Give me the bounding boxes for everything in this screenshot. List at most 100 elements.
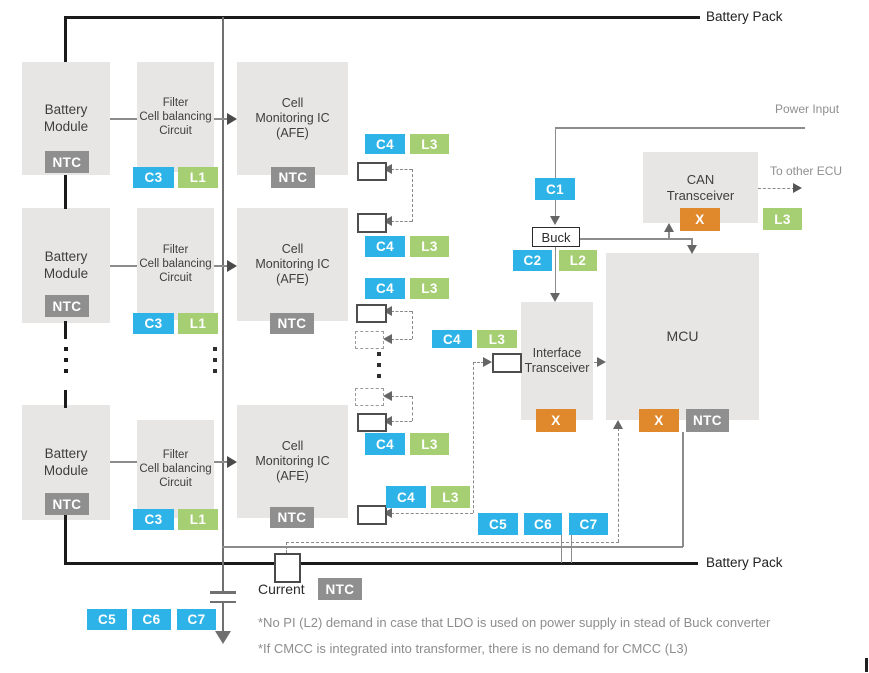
c4-badge: C4	[365, 236, 405, 257]
filter-afe-link	[214, 461, 228, 463]
pack-tap-line	[570, 535, 572, 563]
cell-monitoring-ic-block: Cell Monitoring IC (AFE)	[237, 405, 348, 518]
c7-badge: C7	[569, 513, 608, 535]
chain-arrow	[383, 507, 392, 518]
afe-label: Cell Monitoring IC (AFE)	[255, 438, 330, 484]
filter-cell-balancing-block: Filter Cell balancing Circuit	[137, 420, 214, 518]
chain-arrow	[383, 215, 392, 226]
buck-box: Buck	[532, 227, 580, 247]
battery-bus-segment	[64, 321, 67, 339]
l3-badge: L3	[410, 433, 449, 455]
chain-dashed-link	[411, 310, 413, 339]
power-input-line	[554, 127, 805, 129]
c4-badge: C4	[432, 330, 472, 348]
it-mcu-link	[594, 361, 599, 363]
filter-label: Filter Cell balancing Circuit	[139, 96, 212, 137]
footnote-2: *If CMCC is integrated into transformer,…	[258, 641, 688, 656]
l3-badge: L3	[431, 486, 470, 508]
filter-cell-balancing-block: Filter Cell balancing Circuit	[137, 62, 214, 172]
ground-stem	[221, 603, 224, 631]
c4-badge: C4	[365, 134, 405, 154]
chain-dashed-link	[391, 168, 412, 170]
ntc-badge: NTC	[45, 295, 89, 317]
ground-line	[221, 17, 224, 591]
c1-badge: C1	[535, 178, 575, 200]
buck-to-mcu-line	[578, 238, 692, 240]
isolator-box	[357, 413, 387, 432]
l3-badge: L3	[477, 330, 517, 348]
c5-badge: C5	[87, 609, 127, 630]
power-input-drop	[554, 127, 556, 216]
filter-afe-link	[214, 265, 228, 267]
ellipsis-dot	[64, 358, 68, 362]
isolator-box-dashed	[355, 331, 384, 349]
chain-dashed-link	[411, 396, 413, 421]
chain-arrow	[383, 163, 392, 174]
cell-monitoring-ic-block: Cell Monitoring IC (AFE)	[237, 62, 348, 175]
buck-mcu-drop	[691, 238, 693, 246]
ellipsis-dot	[213, 369, 217, 373]
ground-arrow	[215, 631, 231, 644]
battery-bus-segment	[64, 514, 67, 565]
isolator-box-dashed	[355, 388, 384, 406]
battery-module-label: Battery Module	[43, 249, 89, 281]
chain-arrow	[383, 415, 392, 426]
battery-module-label: Battery Module	[43, 446, 89, 478]
battery-pack-label-top: Battery Pack	[706, 9, 783, 24]
buck-it-arrow	[550, 293, 560, 302]
sense-dashed-tick	[286, 542, 287, 553]
c6-badge: C6	[524, 513, 562, 535]
l1-badge: L1	[178, 313, 218, 334]
afe-label: Cell Monitoring IC (AFE)	[255, 95, 330, 141]
interface-transceiver-block: Interface Transceiver	[521, 302, 593, 420]
battery-bus-segment	[64, 390, 67, 408]
ntc-badge: NTC	[270, 313, 314, 334]
chain-arrow	[483, 356, 492, 367]
c3-badge: C3	[133, 167, 174, 188]
ntc-sense-riser	[682, 432, 684, 547]
module-filter-link	[110, 461, 137, 463]
ntc-badge: NTC	[271, 167, 315, 188]
battery-bus-segment	[64, 16, 67, 62]
filter-cell-balancing-block: Filter Cell balancing Circuit	[137, 208, 214, 320]
to-other-ecu-label: To other ECU	[770, 164, 843, 178]
l1-badge: L1	[178, 509, 218, 530]
isolator-box	[492, 353, 522, 373]
power-arrow	[550, 216, 560, 225]
buck-to-can-riser	[668, 231, 670, 239]
mcu-block: MCU	[606, 253, 759, 420]
chain-dashed-link	[411, 168, 413, 222]
sense-mcu-arrow	[613, 420, 623, 429]
can-transceiver-label: CAN Transceiver	[666, 171, 735, 203]
chain-dashed-link	[472, 361, 484, 363]
isolator-box	[357, 213, 387, 233]
power-input-label: Power Input	[775, 102, 840, 116]
filter-afe-link	[214, 118, 228, 120]
capacitor-plate	[210, 591, 236, 594]
afe-label: Cell Monitoring IC (AFE)	[255, 241, 330, 287]
chain-dashed-link	[391, 338, 412, 340]
footnote-1: *No PI (L2) demand in case that LDO is u…	[258, 615, 771, 630]
c4-badge: C4	[386, 486, 426, 508]
ecu-dashed-link	[758, 187, 795, 189]
module-filter-link	[110, 118, 137, 120]
c3-badge: C3	[133, 313, 174, 334]
current-label: Current	[258, 581, 305, 597]
ellipsis-dot	[64, 369, 68, 373]
chain-dashed-link	[391, 310, 412, 312]
buck-label: Buck	[541, 229, 571, 245]
chain-dashed-link	[391, 512, 473, 514]
isolator-box	[357, 505, 387, 525]
c6-badge: C6	[132, 609, 171, 630]
l1-badge: L1	[178, 167, 218, 188]
chain-arrow	[383, 333, 392, 344]
buck-can-arrow	[663, 223, 674, 232]
x-badge: X	[536, 409, 576, 432]
ellipsis-dot	[213, 347, 217, 351]
chain-dashed-link	[391, 420, 412, 422]
c3-badge: C3	[133, 509, 174, 530]
l3-badge: L3	[763, 208, 802, 230]
l3-badge: L3	[410, 236, 449, 257]
c2-badge: C2	[513, 250, 552, 271]
